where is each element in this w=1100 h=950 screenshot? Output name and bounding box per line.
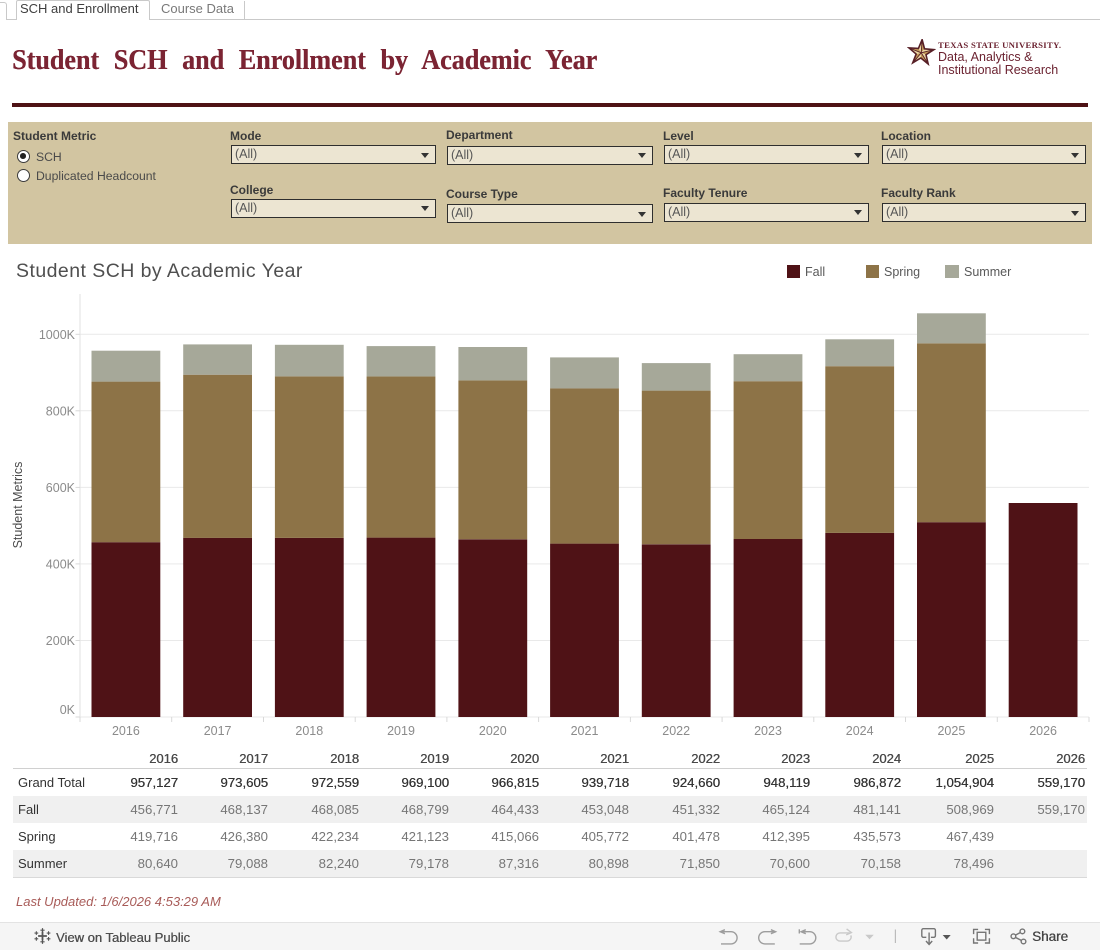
svg-text:2023: 2023	[754, 724, 782, 738]
svg-text:2018: 2018	[295, 724, 323, 738]
svg-text:2026: 2026	[1029, 724, 1057, 738]
svg-text:400K: 400K	[46, 557, 76, 571]
svg-text:2020: 2020	[479, 724, 507, 738]
svg-text:200K: 200K	[46, 634, 76, 648]
svg-text:2021: 2021	[571, 724, 599, 738]
svg-text:2022: 2022	[662, 724, 690, 738]
svg-text:800K: 800K	[46, 404, 76, 418]
svg-text:1000K: 1000K	[39, 328, 76, 342]
svg-text:0K: 0K	[60, 703, 76, 717]
svg-text:2016: 2016	[112, 724, 140, 738]
svg-text:2024: 2024	[846, 724, 874, 738]
svg-text:2025: 2025	[937, 724, 965, 738]
svg-text:2019: 2019	[387, 724, 415, 738]
svg-text:2017: 2017	[204, 724, 232, 738]
svg-text:Student Metrics: Student Metrics	[11, 462, 25, 549]
svg-text:600K: 600K	[46, 481, 76, 495]
